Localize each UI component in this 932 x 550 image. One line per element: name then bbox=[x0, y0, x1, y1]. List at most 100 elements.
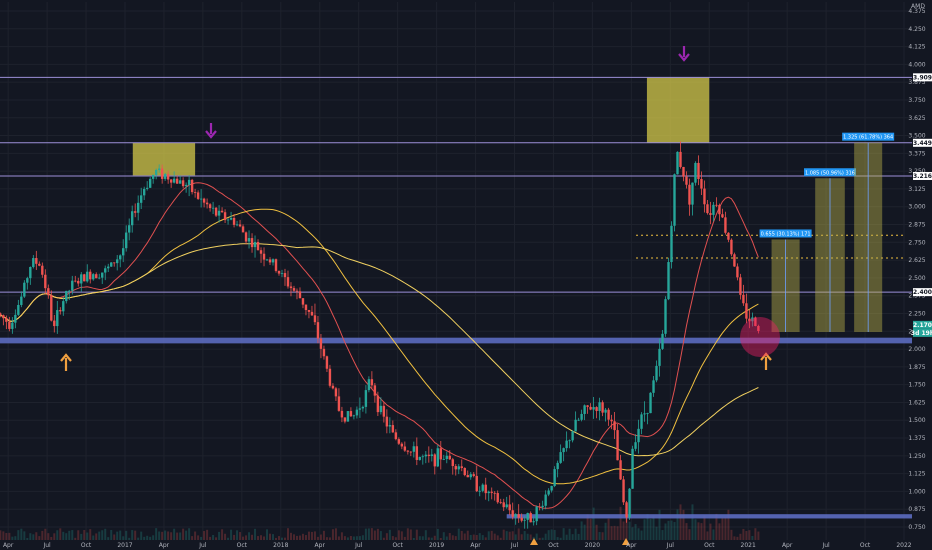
volume-bar bbox=[310, 531, 313, 540]
highlight-circle bbox=[740, 317, 780, 357]
candle-body bbox=[86, 271, 89, 282]
volume-bar bbox=[415, 529, 418, 540]
price-axis-label: 3.449 bbox=[913, 140, 932, 147]
candle-body bbox=[83, 274, 86, 282]
x-tick-label: Oct bbox=[237, 542, 248, 549]
y-tick-label: 1.500 bbox=[908, 417, 925, 424]
candle-body bbox=[418, 456, 422, 460]
candle-body bbox=[571, 431, 574, 441]
volume-bar bbox=[71, 530, 74, 540]
support-band-low bbox=[506, 514, 912, 519]
volume-bar bbox=[29, 533, 32, 540]
candle-body bbox=[32, 258, 35, 267]
candle-body bbox=[190, 179, 194, 193]
volume-bar bbox=[110, 529, 113, 540]
y-tick-label: 2.625 bbox=[908, 257, 925, 264]
candle-body bbox=[101, 272, 104, 278]
candle-body bbox=[44, 274, 47, 289]
candle-body bbox=[322, 348, 326, 357]
volume-bar bbox=[445, 536, 448, 540]
candle-body bbox=[475, 475, 478, 492]
volume-bar bbox=[499, 537, 502, 540]
candle-body bbox=[157, 168, 161, 171]
candle-body bbox=[595, 407, 598, 411]
volume-bar bbox=[104, 528, 107, 540]
volume-bar bbox=[658, 509, 661, 540]
volume-bar bbox=[313, 531, 316, 540]
volume-bar bbox=[715, 513, 718, 540]
candle-body bbox=[193, 192, 197, 193]
volume-bar bbox=[565, 534, 568, 540]
candle-body bbox=[280, 273, 284, 274]
volume-bar bbox=[14, 536, 17, 540]
volume-bar bbox=[400, 531, 403, 540]
volume-bar bbox=[562, 528, 565, 540]
candle-body bbox=[718, 205, 721, 215]
volume-bar bbox=[391, 536, 394, 540]
volume-bar bbox=[355, 536, 358, 540]
highlight-zones bbox=[132, 77, 710, 176]
volume-bar bbox=[23, 531, 26, 540]
target-label-bg bbox=[759, 229, 812, 238]
candle-body bbox=[376, 395, 380, 413]
candle-body bbox=[628, 488, 631, 518]
volume-bar bbox=[526, 533, 529, 540]
candle-body bbox=[604, 409, 607, 413]
candle-body bbox=[142, 188, 146, 196]
volume-bar bbox=[254, 528, 257, 540]
volume-bar bbox=[367, 528, 370, 540]
currency-label: AMD bbox=[911, 3, 925, 10]
candle-body bbox=[29, 266, 32, 279]
volume-bar bbox=[242, 536, 245, 540]
volume-bar bbox=[50, 536, 53, 540]
candle-body bbox=[736, 266, 739, 278]
volume-bar bbox=[379, 531, 382, 540]
candle-body bbox=[538, 506, 541, 508]
volume-bar bbox=[304, 535, 307, 540]
volume-bar bbox=[113, 534, 116, 540]
candle-body bbox=[268, 259, 272, 263]
volume-bar bbox=[116, 531, 119, 540]
volume-bar bbox=[92, 535, 95, 540]
candle-body bbox=[496, 493, 499, 503]
candle-body bbox=[38, 263, 41, 266]
volume-bar bbox=[260, 535, 263, 540]
arrow-up-head bbox=[760, 352, 772, 361]
candle-body bbox=[706, 204, 709, 214]
y-tick-label: 3.750 bbox=[908, 97, 925, 104]
volume-bar bbox=[385, 533, 388, 540]
volume-bar bbox=[11, 536, 14, 540]
candle-body bbox=[574, 419, 577, 432]
x-tick-label: Jul bbox=[666, 542, 675, 549]
x-tick-label: Apr bbox=[470, 542, 481, 549]
volume-bar bbox=[436, 528, 439, 540]
volume-bar bbox=[248, 532, 251, 540]
candle-body bbox=[643, 413, 646, 415]
candle-body bbox=[523, 519, 526, 521]
volume-bar bbox=[742, 528, 745, 540]
candle-body bbox=[289, 286, 293, 289]
candle-body bbox=[400, 443, 404, 447]
volume-bar bbox=[221, 529, 224, 540]
volume-bar bbox=[523, 531, 526, 540]
candle-body bbox=[26, 278, 29, 283]
candle-body bbox=[274, 259, 278, 271]
candle-body bbox=[442, 458, 445, 460]
volume-bar bbox=[529, 534, 532, 540]
volume-bar bbox=[245, 535, 248, 540]
candle-body bbox=[2, 315, 5, 319]
x-tick-label: Apr bbox=[782, 542, 793, 549]
volume-bar bbox=[442, 532, 445, 540]
volume-bar bbox=[203, 531, 206, 540]
volume-bar bbox=[200, 536, 203, 540]
price-axis-label-bg bbox=[913, 73, 932, 82]
volume-bar bbox=[580, 521, 583, 540]
target-label-bg bbox=[842, 132, 895, 141]
candle-body bbox=[682, 166, 685, 177]
candle-body bbox=[580, 413, 583, 420]
volume-bar bbox=[478, 533, 481, 540]
volume-bar bbox=[535, 533, 538, 540]
candle-body bbox=[316, 322, 320, 339]
price-axis-label: 3.909 bbox=[913, 74, 932, 81]
